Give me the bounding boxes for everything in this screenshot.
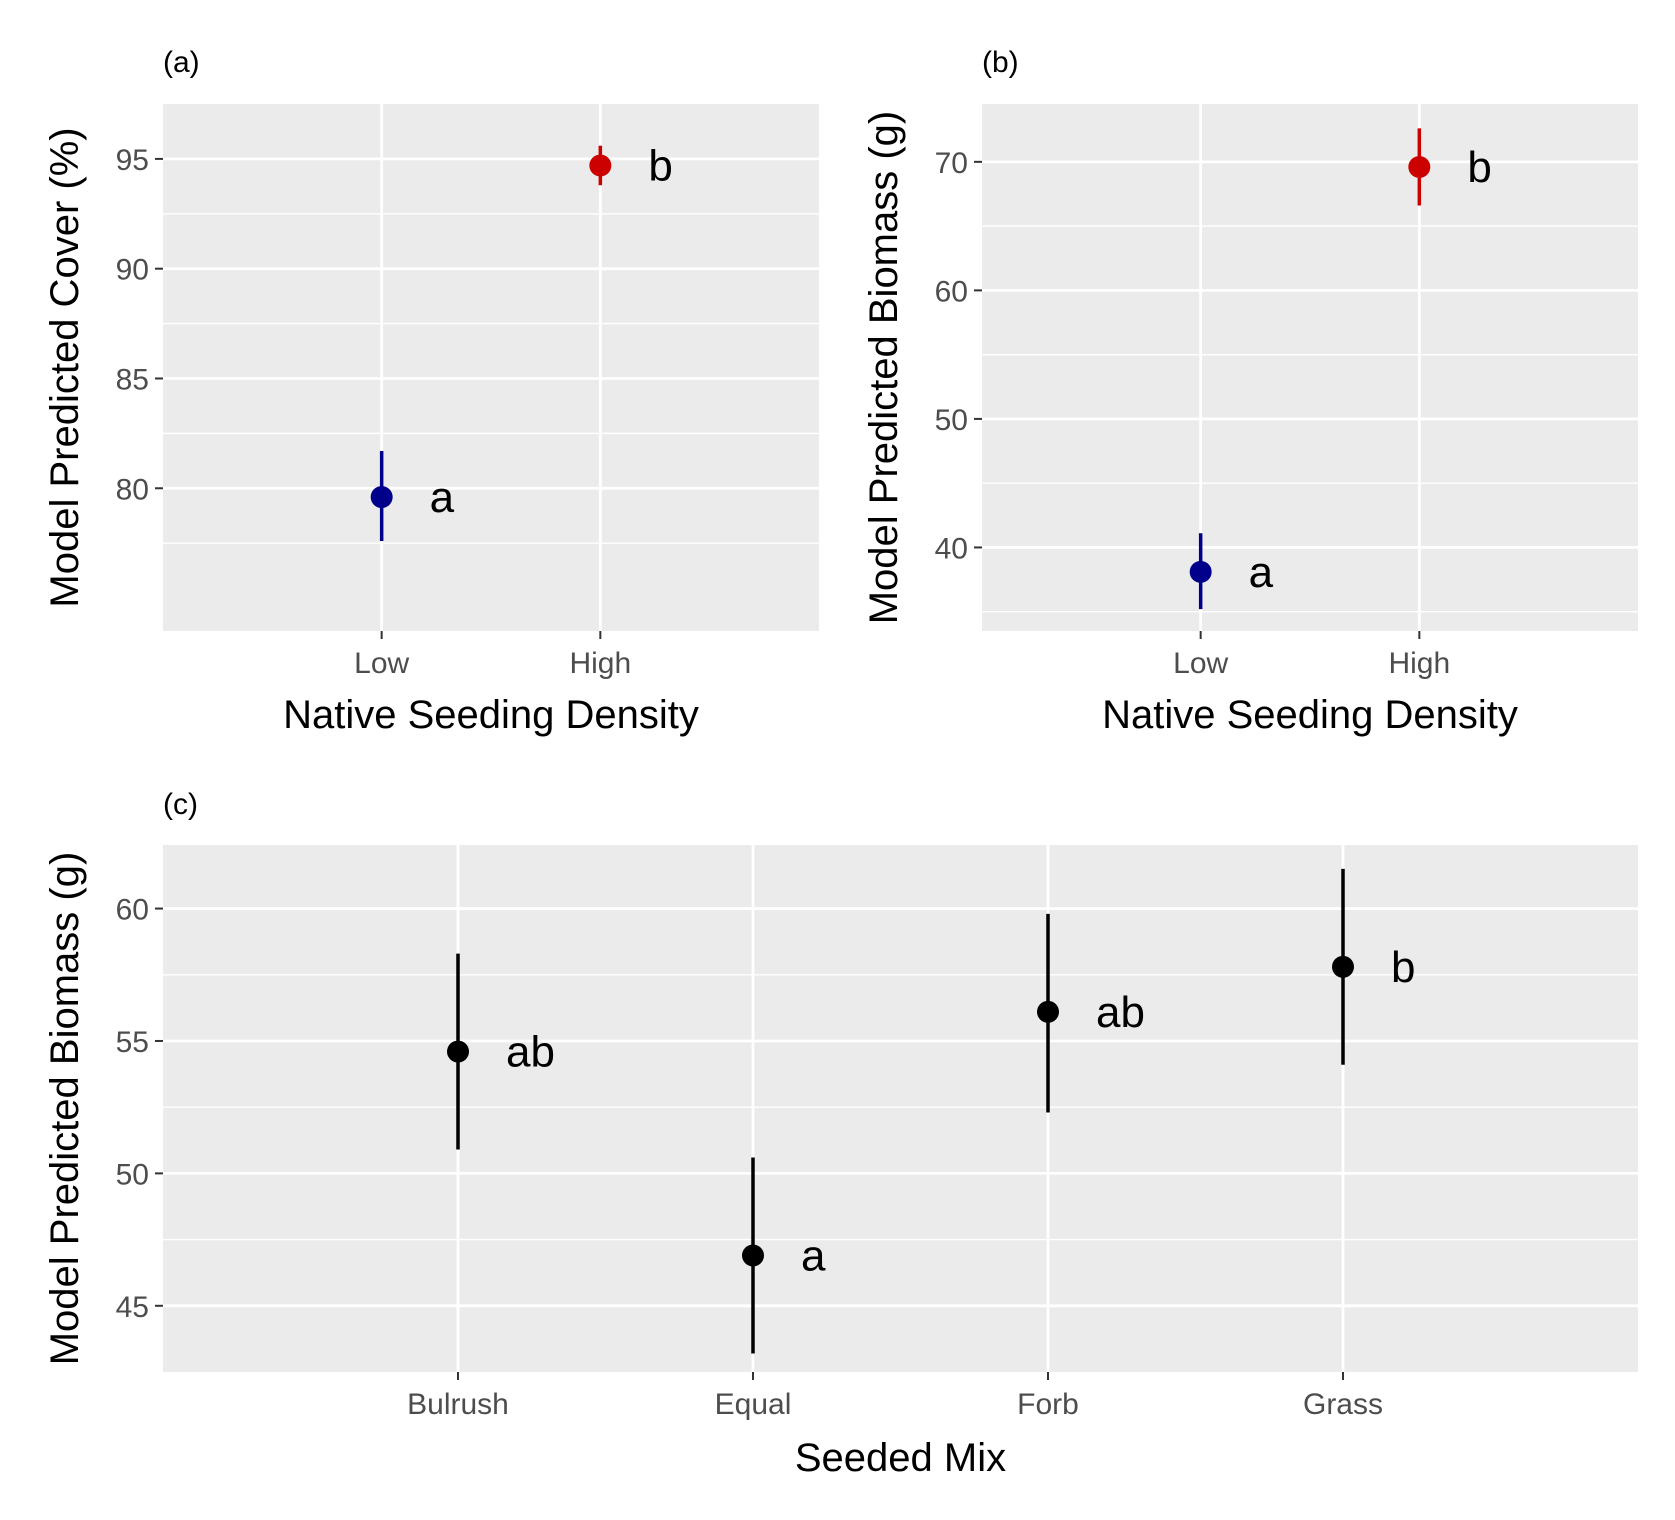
chart-panel-1: 80 85 90 95 Low High a b (a) Native Seeding Densi… — [43, 46, 819, 737]
significance-letter: ab — [506, 1028, 555, 1077]
y-tick-label: 70 — [935, 147, 968, 180]
significance-letter: b — [648, 141, 672, 190]
x-tick-label: Low — [1173, 647, 1228, 680]
significance-letter: b — [1391, 943, 1415, 992]
significance-letter: a — [801, 1231, 826, 1280]
x-tick-label: Equal — [715, 1388, 792, 1421]
y-axis-title: Model Predicted Biomass (g) — [43, 852, 87, 1366]
data-point — [1037, 1000, 1059, 1023]
y-tick-label: 40 — [935, 532, 968, 565]
panel-background — [163, 845, 1638, 1372]
data-point — [1189, 560, 1212, 583]
y-tick-label: 45 — [116, 1291, 149, 1324]
data-point — [447, 1040, 469, 1063]
x-tick-label: High — [1388, 647, 1450, 680]
x-tick-label: Grass — [1303, 1388, 1383, 1421]
data-point — [1408, 155, 1431, 178]
y-axis-title: Model Predicted Biomass (g) — [862, 111, 906, 625]
x-axis-title: Native Seeding Density — [1102, 693, 1518, 737]
panel-tag: (b) — [982, 46, 1019, 79]
panel-background — [982, 104, 1638, 631]
x-tick-label: High — [569, 647, 631, 680]
chart-panel-2: 40 50 60 70 Low High a b (b) Native Seeding Densi… — [862, 46, 1638, 737]
y-tick-label: 85 — [116, 363, 149, 396]
significance-letter: b — [1467, 143, 1491, 192]
y-axis-title: Model Predicted Cover (%) — [43, 127, 87, 607]
panel-tag: (c) — [163, 788, 198, 821]
data-point — [1332, 955, 1354, 978]
data-point — [589, 154, 612, 177]
x-tick-label: Bulrush — [407, 1388, 509, 1421]
y-tick-label: 55 — [116, 1026, 149, 1059]
y-tick-label: 95 — [116, 144, 149, 177]
y-tick-label: 60 — [935, 275, 968, 308]
y-tick-label: 50 — [935, 404, 968, 437]
y-tick-label: 90 — [116, 254, 149, 287]
significance-letter: a — [430, 473, 455, 522]
data-point — [370, 486, 393, 509]
y-tick-label: 80 — [116, 473, 149, 506]
x-tick-label: Low — [354, 647, 409, 680]
significance-letter: a — [1249, 548, 1274, 597]
significance-letter: ab — [1096, 988, 1145, 1037]
x-tick-label: Forb — [1017, 1388, 1079, 1421]
panel-tag: (a) — [163, 46, 200, 79]
x-axis-title: Native Seeding Density — [283, 693, 699, 737]
y-tick-label: 50 — [116, 1158, 149, 1191]
y-tick-label: 60 — [116, 894, 149, 927]
panel-background — [163, 104, 819, 631]
data-point — [742, 1244, 764, 1267]
x-axis-title: Seeded Mix — [795, 1436, 1006, 1480]
chart-panel-3: 45 50 55 60 Bulrush Equal Forb Grass ab a ab b (c) Se… — [43, 788, 1638, 1480]
